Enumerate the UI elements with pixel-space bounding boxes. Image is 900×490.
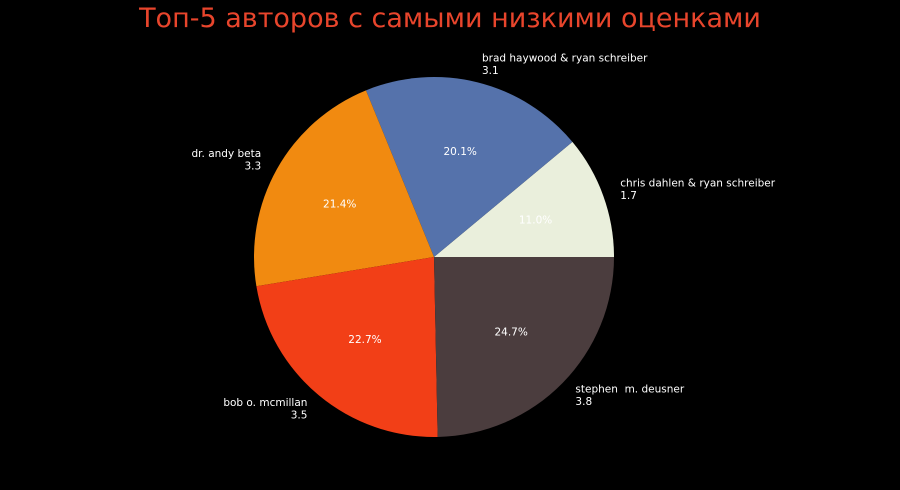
pie-value-label-2: 3.1 [482, 65, 499, 77]
pie-slice-3 [253, 90, 434, 287]
pie-author-label-1: chris dahlen & ryan schreiber [620, 177, 776, 189]
pie-author-label-5: stephen m. deusner [575, 383, 684, 395]
pie-pct-label-5: 24.7% [494, 327, 527, 339]
pie-slices [253, 76, 614, 437]
pie-value-label-3: 3.3 [244, 161, 261, 173]
pie-author-label-2: brad haywood & ryan schreiber [482, 53, 648, 65]
pie-pct-label-2: 20.1% [444, 146, 477, 158]
pie-value-label-1: 1.7 [620, 190, 637, 202]
pie-pct-label-1: 11.0% [519, 214, 552, 226]
pie-slice-2 [365, 76, 573, 257]
pie-pct-label-3: 21.4% [323, 198, 356, 210]
pie-slice-1 [434, 141, 614, 257]
pie-pct-label-4: 22.7% [348, 334, 381, 346]
pie-value-label-5: 3.8 [575, 396, 592, 408]
pie-author-label-4: bob o. mcmillan [223, 397, 307, 409]
pie-slice-4 [256, 257, 438, 437]
chart-title: Топ-5 авторов с самыми низкими оценками [139, 3, 761, 34]
pie-author-label-3: dr. andy beta [192, 148, 262, 160]
pie-value-label-4: 3.5 [291, 410, 308, 422]
pie-slice-5 [434, 257, 614, 437]
